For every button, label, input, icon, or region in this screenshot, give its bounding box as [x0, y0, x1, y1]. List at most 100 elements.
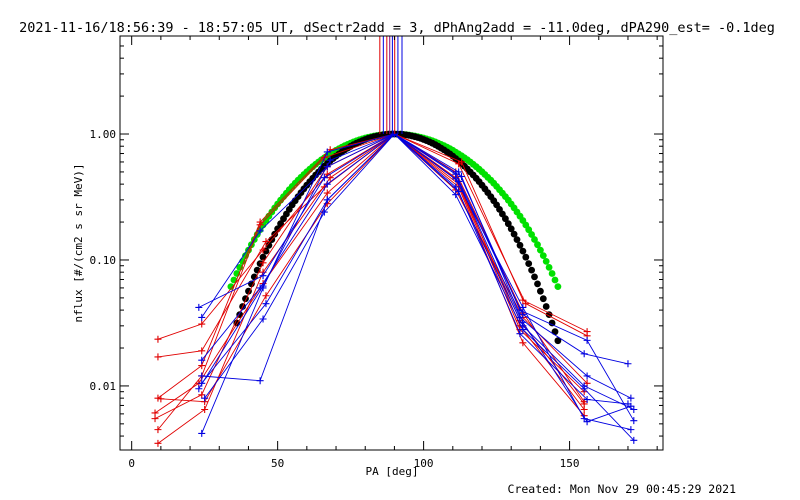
green-model-point [528, 231, 535, 238]
blue-data-point [198, 356, 206, 364]
y-axis-label: nflux [#/(cm2 s sr MeV)] [72, 164, 85, 323]
black-model-point [262, 247, 270, 255]
black-model-point [502, 215, 509, 223]
blue-data-point [201, 394, 209, 402]
black-model-point [554, 337, 562, 345]
blue-data-point [580, 385, 588, 393]
blue-series-line [201, 133, 634, 410]
blue-data-point [627, 394, 635, 402]
green-model-point [534, 241, 541, 249]
blue-data-point [326, 156, 334, 164]
black-model-point [537, 287, 544, 295]
series-layer [151, 130, 638, 447]
black-model-point [513, 236, 521, 244]
black-model-point [510, 230, 518, 238]
blue-data-point [580, 350, 588, 358]
black-model-point [531, 273, 538, 281]
red-data-point [198, 391, 206, 399]
blue-data-point [630, 417, 638, 425]
blue-data-point [256, 377, 264, 385]
blue-data-point [583, 372, 591, 380]
blue-data-point [583, 418, 591, 426]
red-data-point [458, 158, 466, 166]
blue-data-point [198, 313, 206, 321]
blue-data-point [259, 272, 267, 280]
blue-data-point [198, 372, 206, 380]
y-tick-label: 1.00 [90, 128, 117, 141]
red-data-point [519, 339, 527, 347]
red-data-point [198, 347, 206, 355]
blue-data-point [583, 336, 591, 344]
black-model-point [507, 225, 515, 233]
black-model-point [277, 220, 284, 228]
red-data-point [259, 246, 267, 254]
red-data-point [323, 189, 331, 197]
blue-data-point [320, 208, 328, 216]
red-data-point [256, 218, 264, 226]
blue-data-point [259, 315, 267, 323]
blue-data-point [320, 174, 328, 182]
blue-data-point [627, 402, 635, 410]
red-data-point [262, 238, 270, 246]
blue-data-point [519, 318, 527, 326]
x-tick-label: 0 [128, 457, 135, 470]
red-series-line [157, 133, 588, 399]
black-model-point [528, 266, 535, 274]
red-data-point [201, 405, 209, 413]
blue-data-point [455, 177, 463, 185]
green-model-point [542, 258, 550, 265]
blue-data-point [627, 426, 635, 434]
blue-data-point [262, 300, 270, 308]
red-data-point [519, 296, 527, 304]
black-model-point [265, 241, 273, 249]
y-tick-label: 0.01 [90, 380, 117, 393]
red-data-point [580, 400, 588, 408]
chart-title: 2021-11-16/18:56:39 - 18:57:05 UT, dSect… [19, 20, 775, 36]
red-data-point [262, 292, 270, 300]
blue-data-point [323, 180, 331, 188]
plot-frame [119, 35, 664, 451]
red-series-line [157, 133, 585, 430]
created-timestamp: Created: Mon Nov 29 00:45:29 2021 [508, 482, 737, 496]
x-axis-label: PA [deg] [366, 465, 419, 478]
black-model-point [534, 280, 541, 288]
blue-series-line [198, 133, 629, 365]
green-model-point [539, 252, 547, 259]
blue-data-point [580, 415, 588, 423]
blue-data-point [583, 396, 591, 404]
blue-data-point [630, 405, 638, 413]
red-data-point [154, 439, 162, 447]
green-model-point [531, 236, 538, 243]
black-model-point [548, 319, 556, 327]
green-model-point [548, 270, 556, 277]
y-tick-label: 0.10 [90, 254, 117, 267]
vertical-markers [379, 36, 403, 135]
black-model-point [539, 295, 547, 303]
blue-series-line [198, 133, 632, 423]
blue-series-line [201, 133, 635, 441]
blue-data-point [195, 303, 203, 311]
green-model-point [545, 264, 553, 271]
red-data-point [154, 426, 162, 434]
blue-data-point [198, 429, 206, 437]
green-model-point [227, 283, 235, 290]
black-model-point [504, 220, 512, 228]
black-model-point [522, 253, 530, 261]
red-data-point [259, 259, 267, 267]
red-data-point [198, 320, 206, 328]
red-data-point [151, 409, 159, 417]
red-series-line [157, 133, 585, 416]
blue-data-point [516, 330, 524, 338]
blue-series-line [204, 133, 629, 405]
green-model-point [554, 283, 562, 290]
blue-data-point [452, 191, 460, 199]
black-model-point [259, 253, 267, 261]
green-model-point [551, 276, 559, 284]
blue-data-point [455, 187, 463, 195]
red-data-point [154, 335, 162, 343]
blue-data-point [519, 310, 527, 318]
green-model-point [537, 246, 544, 254]
red-data-point [326, 174, 334, 182]
blue-data-point [195, 385, 203, 393]
